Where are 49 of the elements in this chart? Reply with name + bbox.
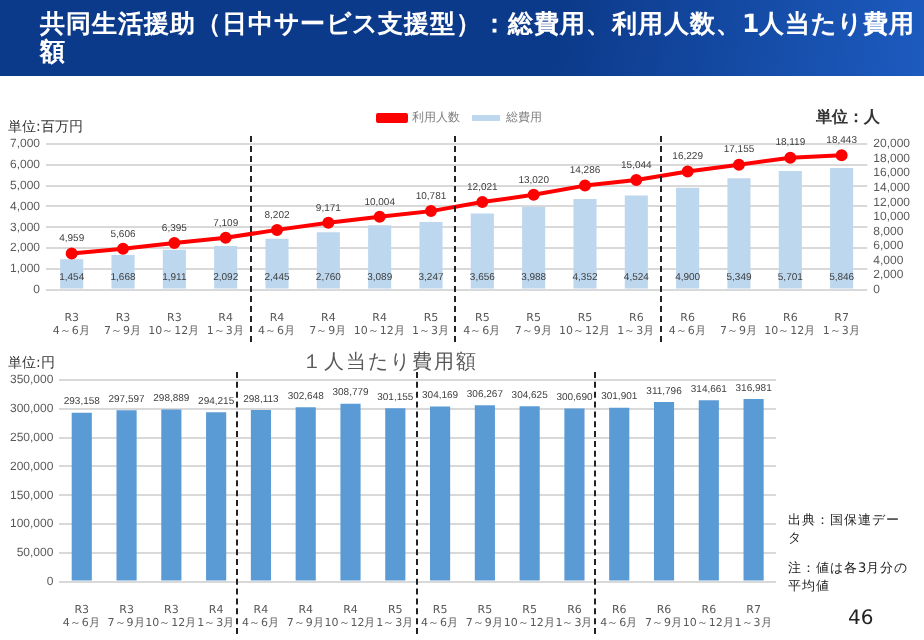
point xyxy=(476,196,489,209)
bar xyxy=(71,412,92,581)
bar xyxy=(653,402,675,581)
bar xyxy=(161,409,182,581)
bar xyxy=(430,406,451,581)
bar xyxy=(519,406,540,581)
bar xyxy=(778,171,802,289)
point xyxy=(681,165,694,178)
bar xyxy=(206,412,227,581)
point xyxy=(373,210,386,223)
bar xyxy=(385,408,406,581)
bar xyxy=(624,195,648,289)
bar xyxy=(111,254,135,289)
bar xyxy=(573,199,597,289)
bar xyxy=(522,206,546,289)
point xyxy=(578,179,591,192)
bar xyxy=(368,225,392,289)
point xyxy=(630,174,643,187)
bar xyxy=(743,399,764,581)
y2-axis-title: 単位：人 xyxy=(814,108,882,127)
point xyxy=(219,231,232,244)
point xyxy=(168,237,181,250)
point xyxy=(732,158,745,171)
bar xyxy=(316,232,340,289)
text: 46 xyxy=(846,608,876,630)
chart-title: 共同生活援助（日中サービス支援型）：総費用、利用人数、1人当たり費用額 xyxy=(0,0,924,76)
point xyxy=(835,149,848,162)
chart-title: １人当たり費用額 xyxy=(302,352,478,374)
bar xyxy=(250,409,272,581)
bar xyxy=(419,222,443,289)
bar xyxy=(727,178,751,289)
point xyxy=(425,205,437,218)
bar xyxy=(340,403,361,581)
bar xyxy=(265,238,289,289)
point xyxy=(322,216,335,229)
bar xyxy=(470,213,494,289)
bar xyxy=(676,187,700,289)
bar xyxy=(474,405,495,581)
point xyxy=(784,151,797,164)
bar xyxy=(564,408,585,581)
point xyxy=(271,223,284,236)
bar xyxy=(609,407,630,581)
bar xyxy=(698,400,719,581)
bar xyxy=(830,168,854,289)
point xyxy=(65,247,78,260)
point xyxy=(527,188,540,201)
bar xyxy=(116,410,137,581)
point xyxy=(117,242,130,255)
bar xyxy=(295,407,316,581)
